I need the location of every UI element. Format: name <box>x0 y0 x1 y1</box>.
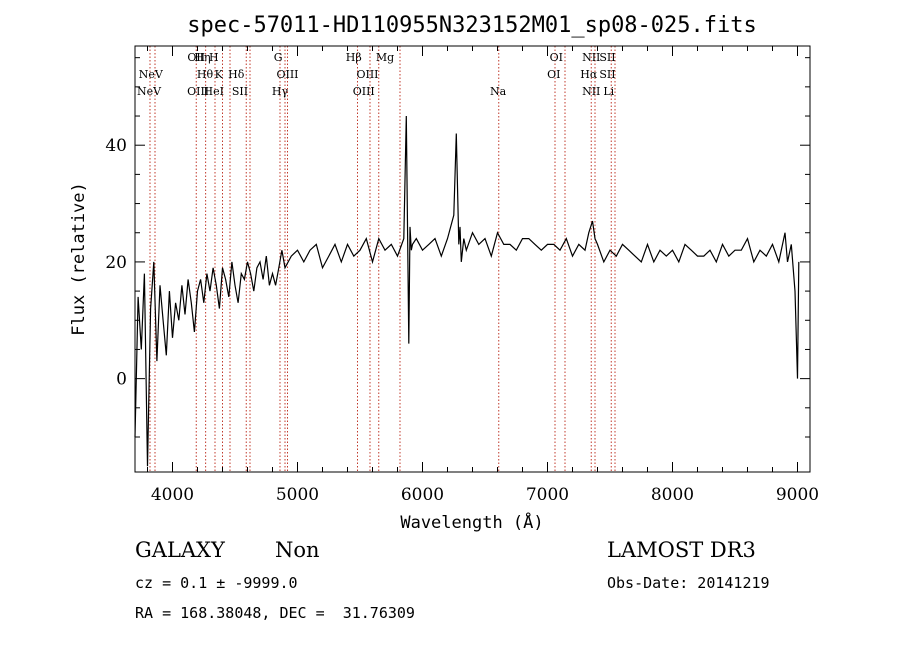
line-label-2: OII <box>187 51 205 64</box>
x-axis: 4000 5000 6000 7000 8000 9000 <box>147 46 819 505</box>
spectral-line-markers <box>149 46 616 472</box>
x-tick-label-4000: 4000 <box>151 485 194 505</box>
line-label-7: Hδ <box>228 68 245 81</box>
x-tick-label-6000: 6000 <box>401 485 444 505</box>
line-label-16: OIII <box>353 85 375 98</box>
line-label-24: SII <box>599 68 615 81</box>
flux-series-line <box>134 115 800 467</box>
line-label-26: Li <box>603 85 614 98</box>
plot-frame <box>134 45 811 473</box>
y-tick-label-20: 20 <box>105 253 127 273</box>
line-label-22: SII <box>599 51 615 64</box>
line-label-21: NII <box>582 51 600 64</box>
object-subclass: Non <box>275 538 320 562</box>
line-label-10: SII <box>232 85 248 98</box>
line-label-5: Hθ <box>197 68 214 81</box>
x-tick-label-9000: 9000 <box>776 485 819 505</box>
line-label-8: OIII <box>187 85 209 98</box>
line-label-13: Hγ <box>272 85 289 98</box>
survey-name: LAMOST DR3 <box>607 538 756 562</box>
line-label-11: G <box>274 51 283 64</box>
line-label-17: Mg <box>376 51 394 64</box>
line-label-15: OIII <box>356 68 378 81</box>
line-label-25: NII <box>582 85 600 98</box>
line-label-1: NeV <box>137 85 162 98</box>
line-label-12: OIII <box>276 68 298 81</box>
line-label-18: Na <box>490 85 507 98</box>
redshift-readout: cz = 0.1 ± -9999.0 <box>135 574 298 592</box>
line-label-23: Hα <box>580 68 598 81</box>
line-label-14: Hβ <box>346 51 362 64</box>
line-label-4: H <box>209 51 219 64</box>
line-label-19: OI <box>550 51 563 64</box>
x-tick-label-7000: 7000 <box>526 485 569 505</box>
x-tick-label-5000: 5000 <box>276 485 319 505</box>
y-axis: 0 20 40 <box>105 57 810 438</box>
chart-title: spec-57011-HD110955N323152M01_sp08-025.f… <box>187 13 757 38</box>
object-class: GALAXY <box>135 538 225 562</box>
x-tick-label-8000: 8000 <box>651 485 694 505</box>
y-tick-label-0: 0 <box>116 370 127 390</box>
line-label-20: OI <box>547 68 560 81</box>
y-tick-label-40: 40 <box>105 136 127 156</box>
line-label-3: Hη <box>194 51 210 64</box>
line-label-9: HeI <box>204 85 224 98</box>
observation-date: Obs-Date: 20141219 <box>607 574 770 592</box>
y-axis-label: Flux (relative) <box>69 182 89 336</box>
line-label-0: NeV <box>139 68 164 81</box>
line-label-6: K <box>215 68 224 81</box>
coordinates-readout: RA = 168.38048, DEC = 31.76309 <box>135 604 415 622</box>
x-axis-label: Wavelength (Å) <box>400 511 543 533</box>
